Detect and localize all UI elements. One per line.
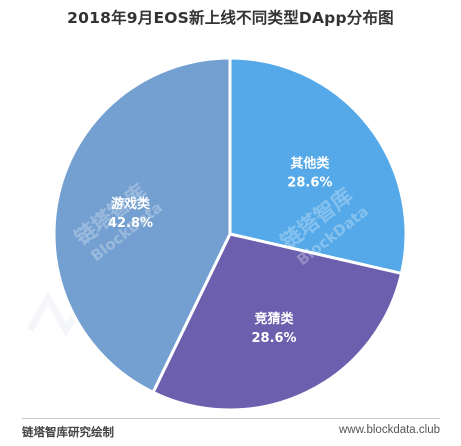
footer-source: 链塔智库研究绘制: [22, 425, 114, 439]
pie-slice-label-2: 游戏类: [111, 196, 151, 212]
chart-title: 2018年9月EOS新上线不同类型DApp分布图: [67, 9, 394, 27]
pie-slice-0: [228, 56, 408, 276]
pie-slice-2: [52, 56, 232, 395]
pie-slice-value-0: 28.6%: [287, 175, 332, 190]
pie-slices: [52, 56, 408, 412]
pie-slice-label-1: 竞猜类: [255, 311, 295, 327]
footer-website: www.blockdata.club: [339, 424, 440, 436]
pie-slice-label-0: 其他类: [290, 155, 330, 171]
footer-divider: [22, 418, 440, 419]
pie-slice-value-2: 42.8%: [108, 216, 153, 231]
pie-slice-1: [151, 232, 404, 412]
pie-slice-value-1: 28.6%: [251, 331, 296, 346]
pie-labels: 其他类 28.6% 竞猜类 28.6% 游戏类 42.8%: [108, 155, 332, 346]
